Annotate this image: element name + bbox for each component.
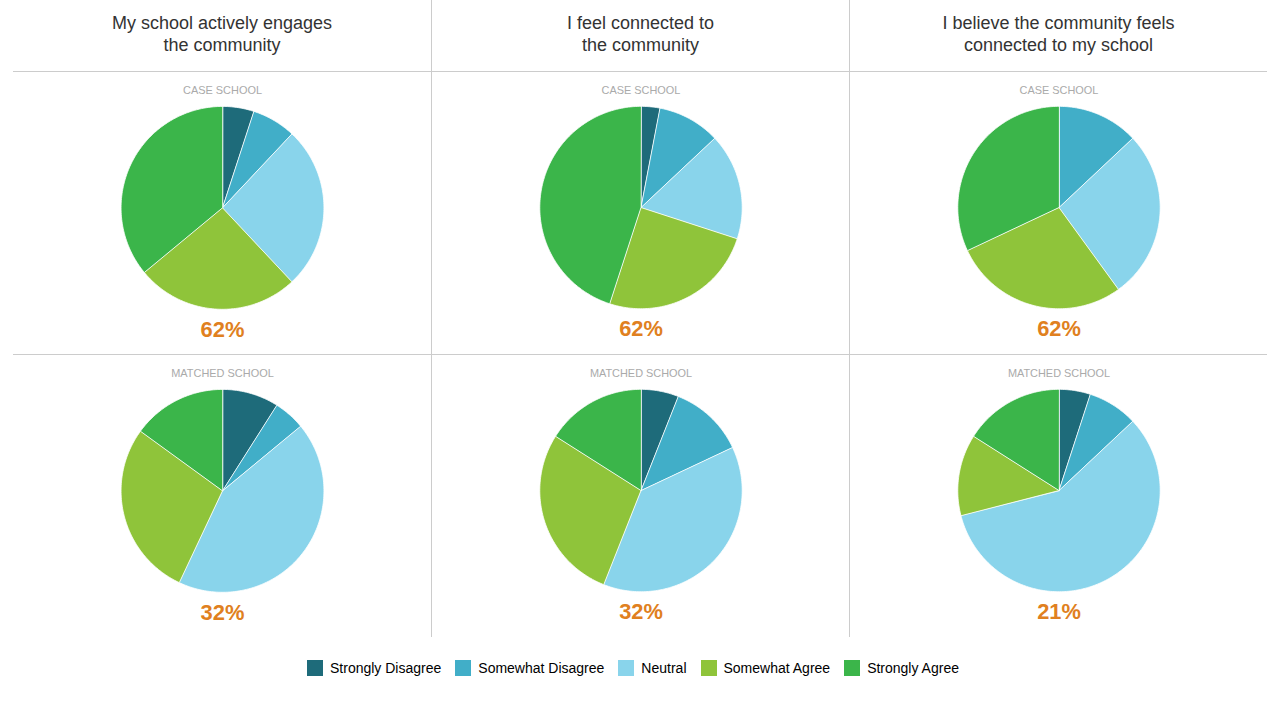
svg-text:21%: 21% (1037, 599, 1081, 624)
svg-text:62%: 62% (201, 317, 245, 342)
svg-text:CASE SCHOOL: CASE SCHOOL (1020, 84, 1099, 96)
svg-text:MATCHED SCHOOL: MATCHED SCHOOL (590, 367, 692, 379)
html-text:My school actively engages the: My school actively engages the community (111, 13, 333, 55)
html-text:Somewhat Disagree: Somewhat Disagree (478, 659, 605, 676)
svg-text:62%: 62% (1037, 316, 1081, 341)
svg-text:MATCHED SCHOOL: MATCHED SCHOOL (171, 367, 273, 379)
html-text:Neutral: Neutral (641, 659, 687, 676)
svg-text:32%: 32% (201, 600, 245, 625)
svg-text:32%: 32% (619, 599, 663, 624)
svg-text:MATCHED SCHOOL: MATCHED SCHOOL (1008, 367, 1110, 379)
html-text:I feel connected to the commun: I feel connected to the community (566, 13, 714, 55)
svg-text:CASE SCHOOL: CASE SCHOOL (602, 84, 681, 96)
html-text:Strongly Disagree: Strongly Disagree (330, 659, 442, 676)
html-text:Strongly Agree: Strongly Agree (867, 659, 959, 676)
html-text:Somewhat Agree: Somewhat Agree (723, 659, 831, 676)
html-text:I believe the community feels: I believe the community feels connected … (942, 13, 1175, 55)
svg-text:CASE SCHOOL: CASE SCHOOL (183, 84, 262, 96)
svg-text:62%: 62% (619, 316, 663, 341)
